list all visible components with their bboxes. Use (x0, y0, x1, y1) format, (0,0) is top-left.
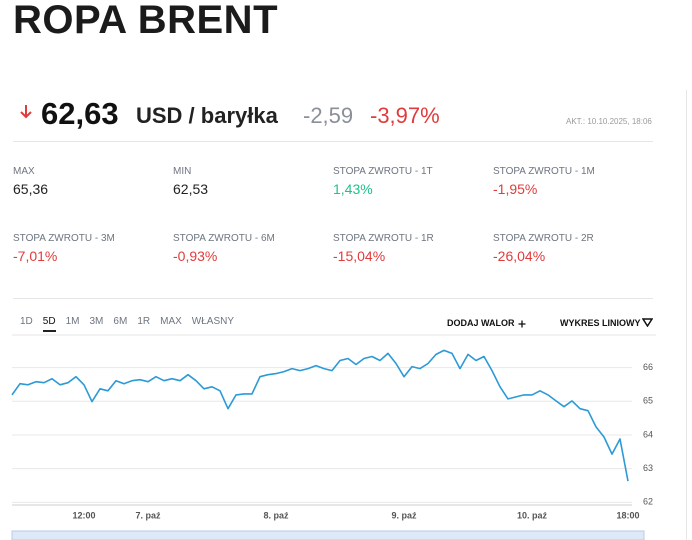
stat-value: 62,53 (173, 181, 209, 197)
stat-label: STOPA ZWROTU - 1R (333, 233, 434, 244)
range-tab[interactable]: 3M (89, 316, 104, 327)
unit: USD / baryłka (136, 103, 278, 128)
x-tick-label: 12:00 (72, 510, 95, 520)
y-tick-label: 66 (643, 362, 653, 372)
stat-value: 1,43% (333, 181, 373, 197)
x-tick-label: 7. paź (135, 510, 161, 520)
stat-value: -26,04% (493, 248, 546, 264)
y-tick-label: 64 (643, 429, 653, 439)
stat-value: -7,01% (13, 248, 58, 264)
stat-label: STOPA ZWROTU - 6M (173, 233, 275, 244)
range-tab[interactable]: 6M (113, 316, 128, 327)
chart-type[interactable]: WYKRES LINIOWY (560, 318, 641, 328)
change: -2,59 (303, 103, 354, 128)
x-tick-label: 18:00 (616, 510, 639, 520)
range-tab[interactable]: MAX (160, 316, 182, 327)
range-tab[interactable]: 1M (65, 316, 80, 327)
navigator[interactable] (11, 530, 645, 540)
separator (13, 141, 653, 142)
stat-label: STOPA ZWROTU - 3M (13, 233, 115, 244)
dropdown-icon[interactable] (642, 318, 653, 327)
x-tick-label: 10. paź (517, 510, 548, 520)
stat-value: -1,95% (493, 181, 538, 197)
stat-value: -0,93% (173, 248, 218, 264)
stat-value: -15,04% (333, 248, 386, 264)
plus-icon[interactable] (518, 320, 526, 328)
page-title: ROPA BRENT (13, 0, 278, 42)
down-arrow-icon (20, 105, 32, 119)
stat-label: MIN (173, 166, 192, 177)
updated: AKT.: 10.10.2025, 18:06 (566, 117, 652, 126)
separator (13, 298, 653, 299)
range-tab[interactable]: WŁASNY (191, 316, 235, 327)
x-tick-label: 9. paź (391, 510, 417, 520)
stat-label: STOPA ZWROTU - 1T (333, 166, 433, 177)
stat-value: 65,36 (13, 181, 49, 197)
stat-label: MAX (13, 166, 35, 177)
y-tick-label: 62 (643, 497, 653, 507)
range-tab[interactable]: 5D (42, 316, 56, 332)
price-line (11, 349, 629, 482)
range-tab[interactable]: 1D (20, 316, 33, 327)
stat-label: STOPA ZWROTU - 2R (493, 233, 594, 244)
range-tab[interactable]: 1R (137, 316, 151, 327)
x-tick-label: 8. paź (263, 510, 289, 520)
add-instrument[interactable]: DODAJ WALOR (447, 318, 515, 328)
side-border (686, 90, 687, 540)
price: 62,63 (41, 96, 119, 131)
stat-label: STOPA ZWROTU - 1M (493, 166, 595, 177)
change-pct: -3,97% (370, 103, 440, 128)
y-tick-label: 63 (643, 463, 653, 473)
y-tick-label: 65 (643, 396, 653, 406)
